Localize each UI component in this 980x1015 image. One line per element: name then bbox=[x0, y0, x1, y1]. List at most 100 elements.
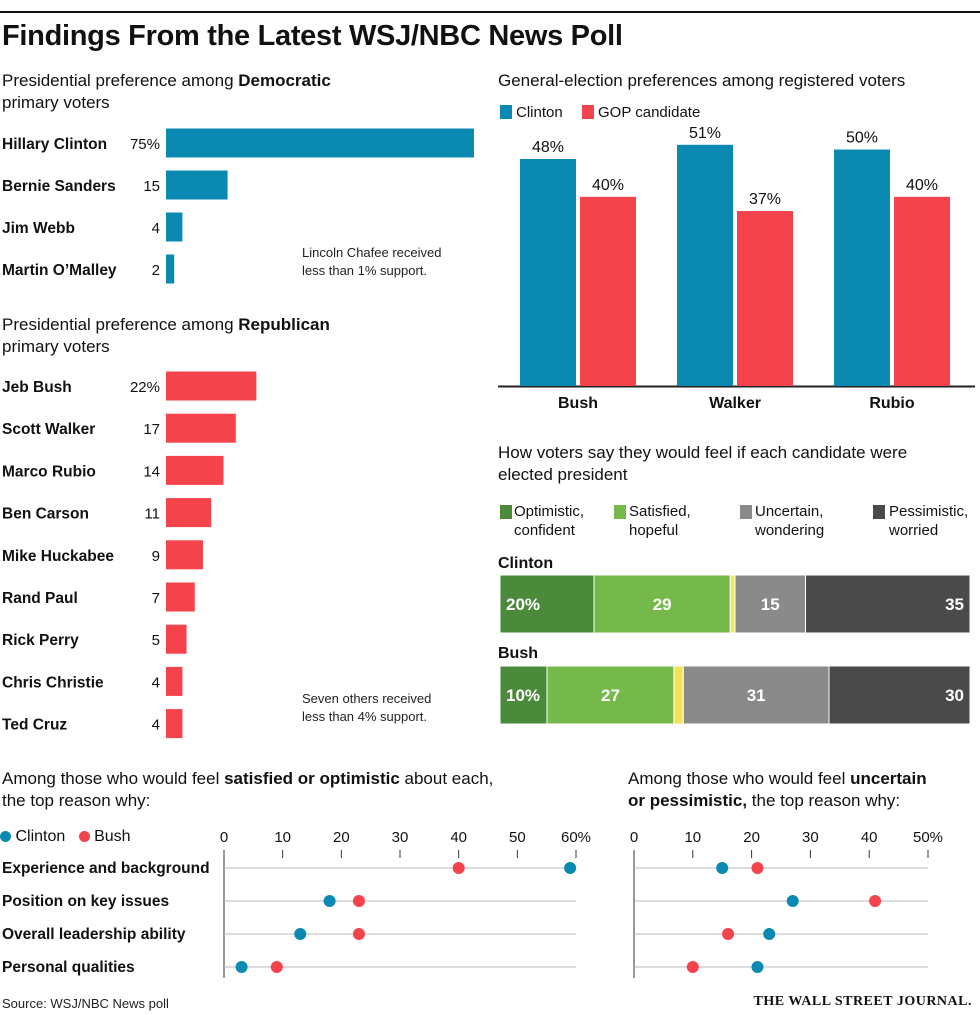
dem-bar-2 bbox=[166, 212, 183, 242]
rep-bar-8 bbox=[166, 709, 183, 739]
pos-dot-bush-0 bbox=[452, 862, 465, 874]
rep-value-7: 4 bbox=[152, 674, 160, 691]
general-value-clinton-0: 48% bbox=[532, 139, 564, 156]
dem-title-text: Presidential preference among bbox=[2, 71, 239, 90]
general-value-clinton-1: 51% bbox=[689, 125, 721, 142]
neg-dot-clinton-1 bbox=[786, 895, 799, 907]
feel-seg-1-0 bbox=[499, 665, 548, 725]
rep-label-5: Rand Paul bbox=[2, 590, 78, 607]
rep-value-6: 5 bbox=[152, 632, 160, 649]
feel-value-1-1: 27 bbox=[601, 686, 620, 705]
neg-tick-label-3: 30 bbox=[802, 829, 819, 846]
rep-value-2: 14 bbox=[143, 463, 160, 480]
rep-value-4: 9 bbox=[152, 548, 160, 565]
feel-seg-1-2 bbox=[673, 665, 684, 725]
dem-value-3: 2 bbox=[152, 262, 160, 279]
neg-tick-label-0: 0 bbox=[630, 829, 638, 846]
reasons-neg-title-text: Among those who would feel bbox=[628, 769, 851, 788]
legend-pessimistic-line2: worried bbox=[889, 522, 939, 539]
reasons-pos-title-bold: satisfied or optimistic bbox=[224, 769, 400, 788]
legend-label-satisfied: Satisfied, hopeful bbox=[629, 502, 691, 540]
rep-label-3: Ben Carson bbox=[2, 506, 89, 523]
rep-label-6: Rick Perry bbox=[2, 632, 79, 649]
dem-value-2: 4 bbox=[152, 220, 160, 237]
rep-value-8: 4 bbox=[152, 717, 160, 734]
legend-pessimistic-line1: Pessimistic, bbox=[889, 503, 969, 520]
legend-uncertain-line1: Uncertain, bbox=[755, 503, 824, 520]
rep-label-1: Scott Walker bbox=[2, 421, 95, 438]
legend-swatch-gop bbox=[582, 105, 594, 119]
dem-note-line1: Lincoln Chafee received bbox=[302, 245, 442, 260]
rep-bar-6 bbox=[166, 624, 187, 654]
rep-bar-7 bbox=[166, 666, 183, 696]
pos-dot-clinton-3 bbox=[235, 961, 248, 973]
feel-value-1-0: 10% bbox=[506, 686, 540, 705]
publisher-logo: THE WALL STREET JOURNAL. bbox=[753, 994, 972, 1009]
legend-satisfied-line2: hopeful bbox=[629, 522, 679, 539]
neg-dot-clinton-3 bbox=[751, 961, 764, 973]
legend-optimistic-line1: Optimistic, bbox=[514, 503, 585, 520]
legend-dot-clinton-label: Clinton bbox=[15, 828, 66, 845]
reasons-neg-title-post2: the top reason why: bbox=[747, 791, 901, 810]
reasons-pos-title-text: Among those who would feel bbox=[2, 769, 225, 788]
dem-bar-1 bbox=[166, 170, 228, 200]
feel-title-line1: How voters say they would feel if each c… bbox=[498, 443, 908, 462]
dem-bar-3 bbox=[166, 254, 175, 284]
legend-satisfied-line1: Satisfied, bbox=[629, 503, 691, 520]
rep-value-3: 11 bbox=[144, 506, 160, 523]
rep-note: Seven others received less than 4% suppo… bbox=[302, 690, 431, 726]
rep-label-2: Marco Rubio bbox=[2, 463, 96, 480]
general-value-gop-2: 40% bbox=[906, 177, 938, 194]
general-bar-clinton-0 bbox=[520, 159, 576, 386]
neg-dot-bush-1 bbox=[869, 895, 882, 907]
rep-label-0: Jeb Bush bbox=[2, 379, 72, 396]
rep-label-7: Chris Christie bbox=[2, 674, 104, 691]
feel-seg-0-3 bbox=[734, 574, 806, 634]
legend-label-optimistic: Optimistic, confident bbox=[514, 502, 584, 540]
rep-label-8: Ted Cruz bbox=[2, 717, 67, 734]
pos-tick-label-0: 0 bbox=[220, 829, 228, 846]
pos-tick-label-5: 50 bbox=[509, 829, 526, 846]
general-bar-gop-2 bbox=[894, 196, 950, 386]
pos-dot-clinton-1 bbox=[323, 895, 336, 907]
pos-tick-label-1: 10 bbox=[274, 829, 291, 846]
legend-swatch-uncertain bbox=[740, 505, 752, 519]
feel-row-label-0: Clinton bbox=[498, 555, 553, 572]
rep-bar-3 bbox=[166, 498, 212, 528]
rep-bar-0 bbox=[166, 371, 257, 401]
rep-title-line2: primary voters bbox=[2, 337, 110, 356]
dem-chart-title: Presidential preference among Democratic… bbox=[2, 70, 331, 114]
general-value-gop-0: 40% bbox=[592, 177, 624, 194]
pos-dot-bush-3 bbox=[270, 961, 283, 973]
pos-dot-bush-1 bbox=[352, 895, 365, 907]
dem-label-2: Jim Webb bbox=[2, 220, 75, 237]
page-title: Findings From the Latest WSJ/NBC News Po… bbox=[2, 20, 623, 52]
pos-row-label-2: Overall leadership ability bbox=[2, 926, 186, 943]
legend-dot-bush-label: Bush bbox=[94, 828, 131, 845]
pos-row-label-3: Personal qualities bbox=[2, 959, 135, 976]
feel-seg-1-3 bbox=[682, 665, 830, 725]
dem-title-bold: Democratic bbox=[238, 71, 331, 90]
reasons-neg-title-bold2: or pessimistic, bbox=[628, 791, 748, 810]
general-value-clinton-2: 50% bbox=[846, 130, 878, 147]
general-category-2: Rubio bbox=[869, 395, 915, 412]
pos-dot-bush-2 bbox=[352, 928, 365, 940]
pos-tick-label-3: 30 bbox=[392, 829, 409, 846]
source-note: Source: WSJ/NBC News poll bbox=[2, 996, 169, 1011]
neg-tick-label-1: 10 bbox=[684, 829, 701, 846]
pos-tick-label-4: 40 bbox=[450, 829, 467, 846]
dem-label-1: Bernie Sanders bbox=[2, 178, 116, 195]
legend-swatch-satisfied bbox=[614, 505, 626, 519]
feel-seg-1-4 bbox=[828, 665, 971, 725]
general-category-1: Walker bbox=[709, 395, 761, 412]
feel-chart-title: How voters say they would feel if each c… bbox=[498, 442, 907, 486]
rep-note-line2: less than 4% support. bbox=[302, 709, 428, 724]
rep-bar-4 bbox=[166, 540, 203, 570]
dem-note-line2: less than 1% support. bbox=[302, 263, 428, 278]
legend-label-clinton: Clinton bbox=[516, 104, 563, 121]
dem-label-0: Hillary Clinton bbox=[2, 136, 107, 153]
legend-label-pessimistic: Pessimistic, worried bbox=[889, 502, 968, 540]
general-bar-clinton-2 bbox=[834, 149, 890, 386]
feel-value-1-4: 30 bbox=[945, 686, 964, 705]
